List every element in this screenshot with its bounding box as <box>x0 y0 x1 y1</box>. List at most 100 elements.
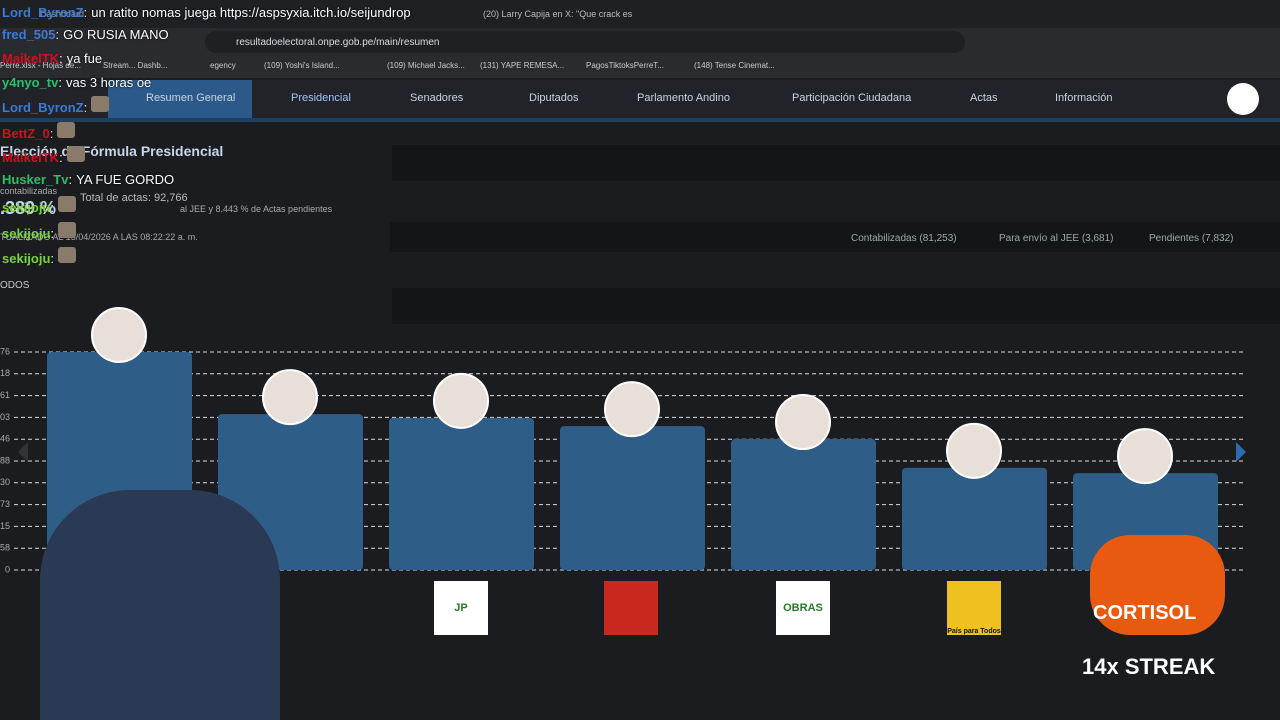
chat-user: Lord_ByronZ <box>2 5 84 20</box>
chat-message: MaikelTK: <box>2 146 85 167</box>
nav-active <box>108 80 252 118</box>
overlay-streak: 14x STREAK <box>1082 654 1216 679</box>
panel <box>392 145 1280 181</box>
tab-strip <box>0 0 1280 28</box>
chat-user: fred_505 <box>2 27 56 42</box>
webcam <box>40 490 280 720</box>
separator: : <box>50 200 55 215</box>
bookmark[interactable]: Stream... Dashb... <box>103 61 168 70</box>
y-tick-label: 76 <box>0 346 10 356</box>
party-logo: País para Todos <box>947 581 1001 635</box>
party-logo <box>604 581 658 635</box>
chat-message: fred_505: GO RUSIA MANO <box>2 26 169 44</box>
nav-item[interactable]: Resumen General <box>146 92 236 104</box>
scroll-arrow <box>1236 442 1246 462</box>
candidate-photo <box>775 394 831 451</box>
y-tick-label: 03 <box>0 412 10 422</box>
party-logo: JP <box>434 581 488 635</box>
accessibility-button[interactable] <box>1227 83 1259 115</box>
chat-text: GO RUSIA MANO <box>63 27 169 42</box>
candidate-photo <box>604 381 660 438</box>
emote <box>66 146 85 162</box>
nav-item[interactable]: Participación Ciudadana <box>792 92 912 104</box>
percent: .389 % <box>0 198 57 218</box>
chat-user: y4nyo_tv <box>2 75 59 90</box>
panel <box>392 288 1280 324</box>
legend-item: Contabilizadas (81,253) <box>851 233 957 244</box>
candidate-photo <box>433 372 489 429</box>
y-tick-label: 46 <box>0 434 10 444</box>
separator: : <box>58 75 62 90</box>
emote <box>58 222 77 238</box>
chat-user: BettZ_0 <box>2 126 50 141</box>
emote <box>57 122 76 138</box>
bookmarks-bar <box>0 56 1280 78</box>
chat-user: Lord_ByronZ <box>2 100 84 115</box>
candidate-photo <box>262 369 318 426</box>
separator: : <box>83 5 88 20</box>
y-tick-label: 88 <box>0 455 10 465</box>
chat-user: Husker_Tv <box>2 172 69 187</box>
chat-message: Lord_ByronZ: <box>2 96 110 117</box>
y-tick-label: 18 <box>0 368 10 378</box>
y-tick-label: 15 <box>0 521 10 531</box>
separator: : <box>50 226 55 241</box>
overlay-flame <box>1090 535 1225 635</box>
chat-user: sekijoju <box>2 226 51 241</box>
chat-message: BettZ_0: <box>2 122 76 143</box>
url-box[interactable] <box>205 31 965 53</box>
counted-label: contabilizadas <box>0 186 58 196</box>
bookmark[interactable]: PagosTiktoksPerreT... <box>586 61 664 70</box>
chat-message: sekijoju: <box>2 222 77 243</box>
chat-text: YA FUE GORDO <box>76 172 175 187</box>
note: al JEE y 8.443 % de Actas pendientes <box>180 204 333 214</box>
legend-item: Pendientes (7,832) <box>1149 233 1234 244</box>
emote <box>58 196 77 212</box>
separator: : <box>83 100 88 115</box>
separator: : <box>59 51 63 66</box>
bookmark[interactable]: Perre.xlsx - Hojas de... <box>0 61 81 70</box>
candidate-photo <box>1117 428 1173 485</box>
emote <box>91 96 110 112</box>
bar <box>560 426 705 570</box>
y-tick-label: 58 <box>0 543 10 553</box>
bookmark[interactable]: egency <box>210 61 236 70</box>
filter[interactable]: ODOS <box>0 280 30 291</box>
nav-item[interactable]: Actas <box>970 92 998 104</box>
total: Total de actas: 92,766 <box>80 192 188 204</box>
y-tick-label: 30 <box>0 477 10 487</box>
tab[interactable]: Dashboard <box>40 9 85 19</box>
section-title: Elección de Fórmula Presidencial <box>0 143 224 159</box>
chat-message: sekijoju: <box>2 247 77 268</box>
separator: : <box>55 27 60 42</box>
chat-message: Husker_Tv: YA FUE GORDO <box>2 171 174 189</box>
nav-item[interactable]: Presidencial <box>291 92 351 104</box>
tab[interactable]: (20) Larry Capija en X: "Que crack es <box>483 9 633 19</box>
scroll-arrow <box>18 442 28 462</box>
nav-item[interactable]: Información <box>1055 92 1113 104</box>
bar <box>389 417 534 570</box>
bar <box>902 467 1047 570</box>
url[interactable]: resultadoelectoral.onpe.gob.pe/main/resu… <box>236 37 440 48</box>
bookmark[interactable]: (131) YAPE REMESA... <box>480 61 565 70</box>
nav-item[interactable]: Diputados <box>529 92 579 104</box>
chat-user: MaikelTK <box>2 51 60 66</box>
party-logo: OBRAS <box>776 581 830 635</box>
separator: : <box>59 150 63 165</box>
candidate-photo <box>91 307 147 363</box>
y-tick-label: 0 <box>5 564 10 574</box>
nav-item[interactable]: Senadores <box>410 92 464 104</box>
bookmark[interactable]: (109) Yoshi's Island... <box>264 61 340 70</box>
overlay-badge: CORTISOL <box>1093 602 1197 624</box>
nav-item[interactable]: Parlamento Andino <box>637 92 730 104</box>
bar <box>731 439 876 570</box>
bookmark[interactable]: (109) Michael Jacks... <box>387 61 465 70</box>
bookmark[interactable]: (148) Tense Cinemat... <box>694 61 775 70</box>
chat-text: vas 3 horas oe <box>66 75 152 90</box>
chat-text: ya fue <box>66 51 103 66</box>
separator: : <box>50 251 55 266</box>
emote <box>58 247 77 263</box>
updated: TUALIZADO AL 15/04/2026 A LAS 08:22:22 a… <box>0 232 198 242</box>
chart: 0 58 15 73 30 88 46 03 61 18 76 <box>0 307 1246 574</box>
